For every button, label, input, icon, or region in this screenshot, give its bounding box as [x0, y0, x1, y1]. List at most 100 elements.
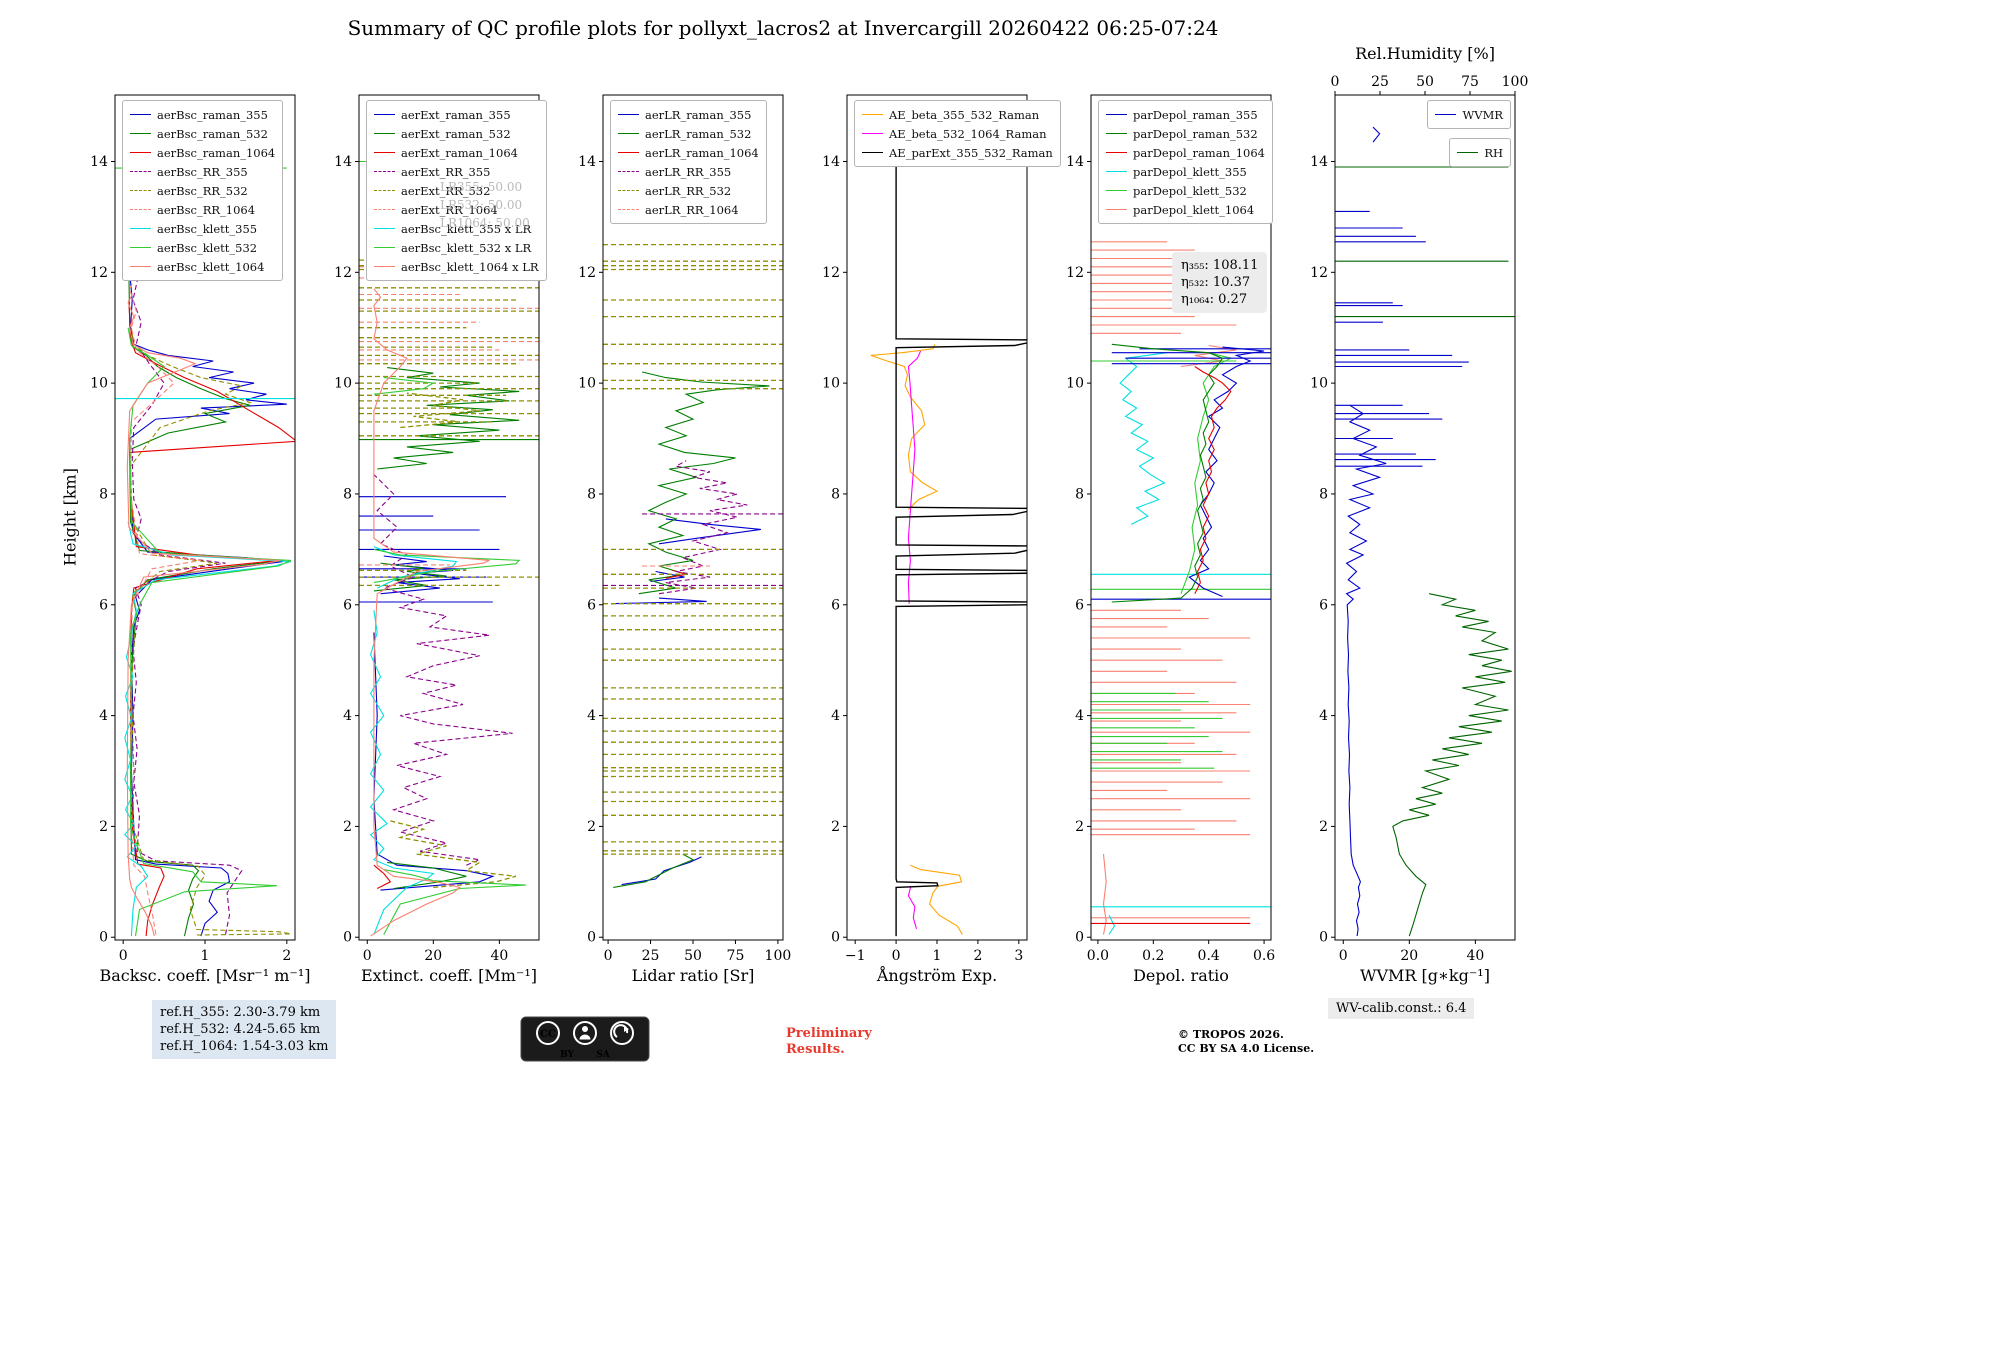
series-AE_beta_532_1064_Raman [907, 350, 922, 930]
legend-label: aerBsc_RR_532 [157, 183, 248, 198]
legend-item: aerBsc_raman_355 [130, 105, 275, 124]
y-tick-label: 0 [1075, 930, 1084, 946]
legend-item: aerLR_RR_532 [618, 181, 759, 200]
x-tick-label: 0.4 [1198, 948, 1220, 964]
legend-label: aerExt_RR_1064 [401, 202, 498, 217]
copyright-line-2: CC BY SA 4.0 License. [1178, 1042, 1315, 1055]
lr-note-1064: LR1064: 50.00 [440, 216, 530, 230]
legend-label: aerLR_raman_532 [645, 126, 752, 141]
y-tick-label: 12 [822, 265, 840, 281]
legend-line-sample [618, 152, 639, 153]
preliminary-results-note: Preliminary Results. [786, 1026, 872, 1058]
y-tick-label: 4 [1075, 708, 1084, 724]
legend-item: AE_parExt_355_532_Raman [862, 143, 1053, 162]
x-axis-label-wvmr: WVMR [g∗kg⁻¹] [1360, 966, 1490, 985]
legend-label: aerLR_RR_532 [645, 183, 732, 198]
legend-line-sample [130, 190, 151, 191]
series-aerLR_raman_355 [611, 518, 761, 886]
series-aerBsc_klett_1064 [126, 294, 281, 937]
series-aerBsc_RR_532 [129, 327, 291, 936]
series-RH [1335, 166, 1515, 937]
legend-wvmr-1: RH [1449, 138, 1511, 167]
legend-item: RH [1457, 143, 1503, 162]
wv-calibration-note: WV-calib.const.: 6.4 [1328, 998, 1475, 1019]
panel-depol: 0.0 0.2 0.4 0.6 0 2 4 6 8 10 12 14 [1066, 94, 1275, 964]
legend-item: aerLR_raman_1064 [618, 143, 759, 162]
legend-item: WVMR [1435, 105, 1503, 124]
x-tick-label: 25 [642, 948, 660, 964]
legend-label: aerExt_raman_355 [401, 107, 511, 122]
legend-item: aerExt_raman_355 [374, 105, 539, 124]
x-axis-label-extinction: Extinct. coeff. [Mm⁻¹] [360, 966, 538, 985]
legend-item: aerExt_raman_532 [374, 124, 539, 143]
x-tick-label: −1 [845, 948, 866, 964]
x-tick-label: 2 [973, 948, 982, 964]
legend-line-sample [618, 114, 639, 115]
legend-line-sample [374, 190, 395, 191]
y-tick-label: 10 [1310, 376, 1328, 392]
legend-label: WVMR [1462, 107, 1503, 122]
legend-angstroem: AE_beta_355_532_Raman AE_beta_532_1064_Ra… [854, 100, 1061, 167]
legend-line-sample [1106, 209, 1127, 210]
legend-label: aerLR_RR_355 [645, 164, 732, 179]
eta-355-value: η₃₅₅: 108.11 [1181, 258, 1259, 273]
legend-item: aerBsc_RR_355 [130, 162, 275, 181]
y-tick-label: 14 [334, 154, 352, 170]
series-aerBsc_klett_355 [115, 398, 295, 937]
legend-line-sample [374, 228, 395, 229]
figure-title: Summary of QC profile plots for pollyxt_… [347, 16, 1219, 40]
panel-wvmr: 0 20 40 0 2 4 6 8 10 12 14 0 25 50 75 100 [1310, 74, 1528, 964]
top-tick-label: 100 [1502, 74, 1529, 90]
by-person-circle-icon [573, 1021, 597, 1045]
y-tick-label: 8 [99, 486, 108, 502]
legend-label: parDepol_klett_532 [1133, 183, 1247, 198]
ref-height-532: ref.H_532: 4.24-5.65 km [160, 1022, 321, 1037]
legend-line-sample [374, 171, 395, 172]
y-tick-label: 12 [578, 265, 596, 281]
series-aerExt_raman_1064 [373, 864, 392, 889]
y-tick-label: 4 [99, 708, 108, 724]
y-tick-label: 2 [587, 819, 596, 835]
series-aerBsc_RR_355 [129, 189, 243, 935]
series-parDepol_klett_532 [1091, 352, 1271, 769]
x-tick-label: 100 [765, 948, 792, 964]
x-axis-label-angstroem: Ångström Exp. [876, 966, 998, 985]
legend-line-sample [1106, 190, 1127, 191]
y-tick-label: 14 [822, 154, 840, 170]
panel-frame [1334, 94, 1516, 941]
y-axis-label: Height [km] [60, 468, 80, 566]
legend-line-sample [374, 114, 395, 115]
legend-item: aerExt_RR_355 [374, 162, 539, 181]
ref-height-1064: ref.H_1064: 1.54-3.03 km [160, 1039, 329, 1054]
legend-line-sample [618, 190, 639, 191]
panel-frame [358, 94, 540, 941]
y-tick-label: 4 [1319, 708, 1328, 724]
y-tick-label: 12 [1066, 265, 1084, 281]
legend-lidar-ratio: aerLR_raman_355 aerLR_raman_532 aerLR_rama… [610, 100, 767, 224]
depol-calibration-eta-annotation: η₃₅₅: 108.11 η₅₃₂: 10.37 η₁₀₆₄: 0.27 [1172, 252, 1268, 313]
legend-item: aerLR_raman_532 [618, 124, 759, 143]
y-tick-label: 8 [831, 486, 840, 502]
legend-line-sample [618, 209, 639, 210]
series-aerExt_RR_532 [359, 259, 539, 889]
cc-license-badge: CC BY SA [520, 1016, 650, 1066]
eta-1064-value: η₁₀₆₄: 0.27 [1181, 292, 1248, 307]
legend-label: aerExt_raman_1064 [401, 145, 518, 160]
legend-item: parDepol_raman_355 [1106, 105, 1265, 124]
y-tick-label: 12 [1310, 265, 1328, 281]
legend-label: RH [1484, 145, 1503, 160]
legend-item: AE_beta_532_1064_Raman [862, 124, 1053, 143]
legend-line-sample [130, 114, 151, 115]
sa-arrowhead-icon [624, 1026, 629, 1032]
legend-item: aerBsc_klett_532 x LR [374, 238, 539, 257]
y-tick-label: 14 [90, 154, 108, 170]
copyright-note: © TROPOS 2026. CC BY SA 4.0 License. [1178, 1028, 1314, 1056]
series-aerBsc_raman_532 [128, 272, 285, 937]
top-axis-label-rel-humidity: Rel.Humidity [%] [1355, 44, 1495, 63]
series-parDepol_raman_532 [1111, 343, 1224, 603]
y-tick-label: 2 [99, 819, 108, 835]
panel-frame [1090, 94, 1272, 941]
legend-item: parDepol_raman_1064 [1106, 143, 1265, 162]
legend-label: aerBsc_klett_1064 [157, 259, 265, 274]
